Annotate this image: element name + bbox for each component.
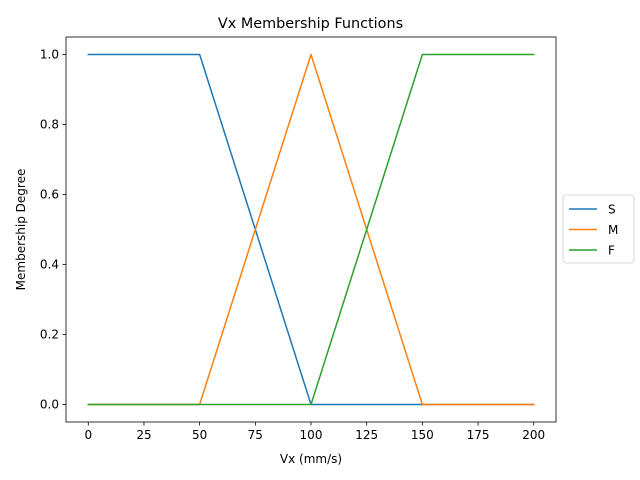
x-tick-label: 175 [467, 428, 490, 442]
x-tick-label: 150 [411, 428, 434, 442]
y-tick-label: 0.6 [40, 188, 59, 202]
series-layer [87, 53, 535, 406]
legend: SMF [562, 194, 635, 264]
x-tick-label: 100 [300, 428, 323, 442]
x-axis-ticks: 0 25 50 75 100 125 150 175 200 [84, 422, 545, 442]
x-tick-label: 75 [248, 428, 263, 442]
x-tick-label: 125 [355, 428, 378, 442]
y-axis-label: Membership Degree [14, 169, 28, 291]
y-tick-label: 0.0 [40, 398, 59, 412]
legend-items: SMF [569, 203, 618, 258]
y-axis-ticks: 0.0 0.2 0.4 0.6 0.8 1.0 [40, 48, 66, 412]
y-tick-label: 0.2 [40, 328, 59, 342]
legend-label-s: S [608, 203, 616, 217]
plot-frame [65, 36, 557, 423]
y-tick-label: 0.4 [40, 258, 59, 272]
series-line-m [87, 53, 535, 406]
x-tick-label: 0 [84, 428, 92, 442]
series-line-f [87, 53, 535, 406]
x-tick-label: 50 [192, 428, 207, 442]
legend-label-f: F [608, 244, 615, 258]
chart-title: Vx Membership Functions [218, 16, 403, 32]
x-tick-label: 200 [522, 428, 545, 442]
x-tick-label: 25 [136, 428, 151, 442]
y-tick-label: 1.0 [40, 48, 59, 62]
y-tick-label: 0.8 [40, 118, 59, 132]
series-line-s [87, 53, 535, 406]
legend-label-m: M [608, 223, 618, 237]
x-axis-label: Vx (mm/s) [280, 452, 342, 466]
legend-box [562, 194, 635, 264]
